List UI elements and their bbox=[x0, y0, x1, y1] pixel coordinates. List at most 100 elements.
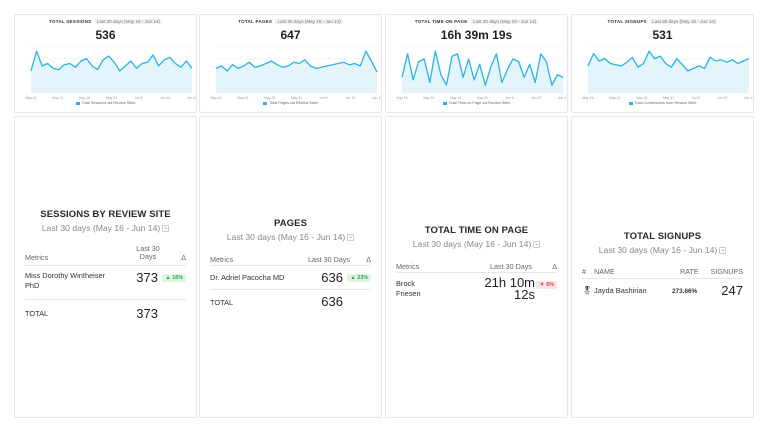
x-tick-label: May 21 bbox=[237, 96, 248, 100]
x-tick-label: May 26 bbox=[450, 96, 461, 100]
time-on-page-spark-card: TOTAL TIME ON PAGE Last 30 days (May 16 … bbox=[385, 14, 568, 113]
x-tick-label: May 21 bbox=[423, 96, 434, 100]
x-tick-label: May 26 bbox=[636, 96, 647, 100]
date-range-dropdown[interactable]: Last 30 days (May 16 - Jun 14) ⌄ bbox=[386, 239, 567, 249]
time-on-page-card: TOTAL TIME ON PAGE Last 30 days (May 16 … bbox=[385, 116, 568, 418]
x-tick-label: May 16 bbox=[25, 96, 36, 100]
table-row[interactable]: 🎖︎ Jayda Bashirian 273.66% 247 bbox=[582, 278, 743, 302]
signups-table: # NAME RATE SIGNUPS 🎖︎ Jayda Bashirian 2… bbox=[582, 266, 743, 302]
date-range-dropdown[interactable]: Last 30 days (May 16 - Jun 14) ⌄ bbox=[15, 223, 196, 233]
legend-label: Total Time on Page via Review Sites bbox=[448, 101, 511, 105]
row-signups: 247 bbox=[721, 283, 743, 298]
medal-icon: 🎖︎ bbox=[582, 286, 593, 295]
widget-title: TOTAL SIGNUPS bbox=[623, 231, 702, 242]
x-tick-label: Jun 14 bbox=[744, 96, 754, 100]
legend-label: Total Conversions from Review Sites bbox=[634, 101, 697, 105]
x-tick-label: Jun 14 bbox=[372, 96, 382, 100]
pages-sparkline: May 16 May 21 May 26 May 31 Jun 5 Jun 10 Jun 1… bbox=[210, 46, 382, 100]
x-tick-label: Jun 10 bbox=[531, 96, 541, 100]
legend-swatch bbox=[75, 101, 80, 105]
total-row: TOTAL 636 bbox=[210, 289, 371, 313]
pages-card: PAGES Last 30 days (May 16 - Jun 14) ⌄ Me… bbox=[199, 116, 382, 418]
col-delta: Δ bbox=[366, 255, 371, 264]
row-name: Dr. Adriel Pacocha MD bbox=[210, 273, 285, 282]
spark-value: 536 bbox=[95, 28, 116, 42]
total-label: TOTAL bbox=[25, 309, 49, 318]
row-name: Brock Friesen bbox=[396, 279, 421, 298]
x-tick-label: Jun 5 bbox=[134, 96, 142, 100]
chart-legend[interactable]: Total Sessions via Review Sites bbox=[15, 101, 196, 105]
total-label: TOTAL bbox=[210, 298, 234, 307]
x-tick-label: May 26 bbox=[79, 96, 90, 100]
table-row[interactable]: Brock Friesen 21h 10m 12s ▼ 6% bbox=[396, 272, 557, 310]
date-range-label: Last 30 days (May 16 - Jun 14) bbox=[226, 232, 346, 242]
legend-label: Total Pages via Review Sites bbox=[269, 101, 318, 105]
total-value: 373 bbox=[136, 306, 158, 321]
chart-legend[interactable]: Total Conversions from Review Sites bbox=[572, 101, 753, 105]
legend-swatch bbox=[263, 101, 268, 105]
spark-title: TOTAL SIGNUPS bbox=[607, 19, 647, 24]
series-area bbox=[588, 51, 749, 93]
x-tick-label: Jun 14 bbox=[558, 96, 568, 100]
change-badge: ▲ 23% bbox=[347, 274, 371, 282]
x-tick-label: May 16 bbox=[582, 96, 593, 100]
change-badge: ▲ 16% bbox=[162, 274, 186, 282]
signups-spark-card: TOTAL SIGNUPS Last 30 days (May 16 - Jun… bbox=[571, 14, 754, 113]
x-tick-label: Jun 10 bbox=[160, 96, 170, 100]
legend-swatch bbox=[628, 101, 633, 105]
series-line[interactable] bbox=[587, 50, 750, 72]
spark-value: 16h 39m 19s bbox=[440, 28, 513, 42]
date-range-dropdown[interactable]: Last 30 days (May 16 - Jun 14) bbox=[470, 19, 539, 24]
row-value: 21h 10m 12s bbox=[484, 275, 535, 302]
metrics-table: Metrics Last 30 Days Δ Dr. Adriel Pacoch… bbox=[210, 253, 371, 313]
date-range-dropdown[interactable]: Last 30 days (May 16 - Jun 14) bbox=[94, 19, 162, 24]
row-value: 636 bbox=[321, 270, 343, 285]
x-tick-label: May 26 bbox=[264, 96, 275, 100]
metrics-table: Metrics Last 30 Days Δ Brock Friesen 21h… bbox=[396, 261, 557, 311]
date-range-dropdown[interactable]: Last 30 days (May 16 - Jun 14) ⌄ bbox=[200, 232, 381, 242]
col-last-30-days: Last 30 Days bbox=[490, 262, 532, 271]
x-tick-label: May 21 bbox=[609, 96, 620, 100]
spark-title: TOTAL TIME ON PAGE bbox=[414, 19, 468, 24]
widget-title: TOTAL TIME ON PAGE bbox=[424, 225, 529, 236]
x-tick-label: Jun 5 bbox=[691, 96, 699, 100]
col-delta: Δ bbox=[181, 253, 186, 262]
series-area bbox=[31, 51, 192, 93]
date-range-dropdown[interactable]: Last 30 days (May 16 - Jun 14) bbox=[650, 19, 718, 24]
x-tick-label: May 31 bbox=[663, 96, 674, 100]
total-value: 636 bbox=[321, 294, 343, 309]
series-line[interactable] bbox=[401, 50, 564, 86]
widget-title: SESSIONS BY REVIEW SITE bbox=[40, 209, 171, 220]
x-tick-label: May 31 bbox=[291, 96, 302, 100]
series-line[interactable] bbox=[215, 50, 378, 73]
legend-label: Total Sessions via Review Sites bbox=[81, 101, 136, 105]
x-tick-label: Jun 10 bbox=[345, 96, 355, 100]
x-tick-label: Jun 10 bbox=[717, 96, 727, 100]
row-name: Jayda Bashirian bbox=[594, 286, 647, 295]
date-range-label: Last 30 days (May 16 - Jun 14) bbox=[412, 239, 532, 249]
x-tick-label: Jun 5 bbox=[319, 96, 327, 100]
spark-header: TOTAL SIGNUPS Last 30 days (May 16 - Jun… bbox=[572, 19, 753, 24]
col-metrics: Metrics bbox=[210, 255, 234, 264]
date-range-label: Last 30 days (May 16 - Jun 14) bbox=[41, 223, 161, 233]
date-range-dropdown[interactable]: Last 30 days (May 16 - Jun 14) ⌄ bbox=[572, 245, 753, 255]
date-range-dropdown[interactable]: Last 30 days (May 16 - Jun 14) bbox=[275, 19, 343, 24]
table-row[interactable]: Miss Dorothy Wintheiser PhD 373 ▲ 16% bbox=[25, 265, 186, 299]
chart-legend[interactable]: Total Pages via Review Sites bbox=[200, 101, 381, 105]
spark-title: TOTAL PAGES bbox=[238, 19, 273, 24]
pages-spark-card: TOTAL PAGES Last 30 days (May 16 - Jun 1… bbox=[199, 14, 382, 113]
sessions-by-review-site-card: SESSIONS BY REVIEW SITE Last 30 days (Ma… bbox=[14, 116, 197, 418]
col-metrics: Metrics bbox=[396, 262, 420, 271]
chart-legend[interactable]: Total Time on Page via Review Sites bbox=[386, 101, 567, 105]
widget-title: PAGES bbox=[273, 218, 308, 229]
col-rate: RATE bbox=[680, 267, 699, 276]
series-line[interactable] bbox=[30, 50, 193, 72]
x-tick-label: Jun 5 bbox=[505, 96, 513, 100]
sessions-spark-card: TOTAL SESSIONS Last 30 days (May 16 - Ju… bbox=[14, 14, 197, 113]
table-row[interactable]: Dr. Adriel Pacocha MD 636 ▲ 23% bbox=[210, 265, 371, 289]
change-badge: ▼ 6% bbox=[536, 281, 557, 289]
x-tick-label: May 31 bbox=[106, 96, 117, 100]
x-tick-label: Jun 14 bbox=[187, 96, 197, 100]
col-metrics: Metrics bbox=[25, 253, 49, 262]
col-name: NAME bbox=[594, 267, 615, 276]
